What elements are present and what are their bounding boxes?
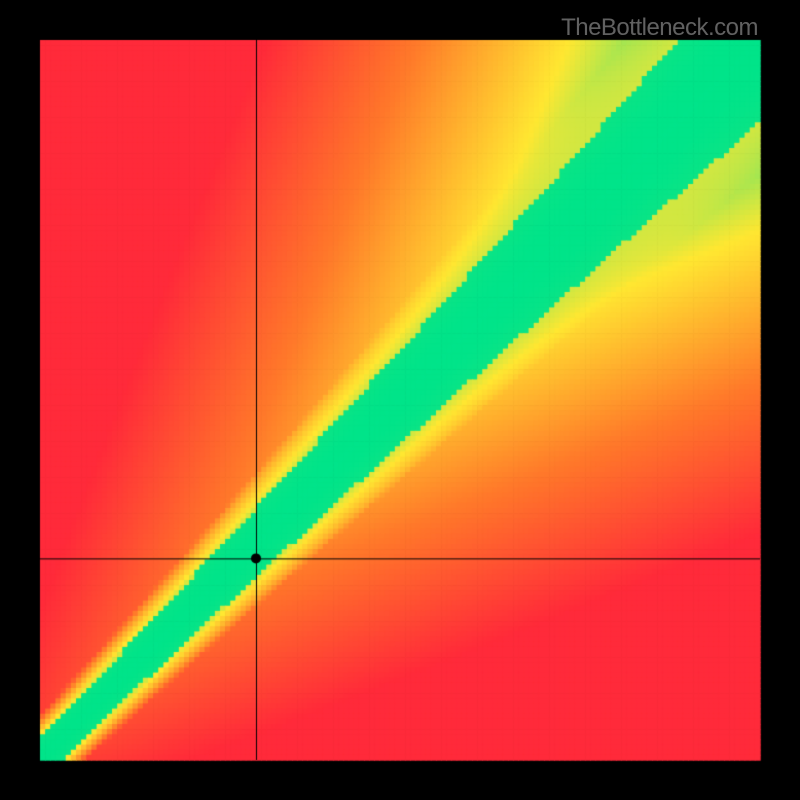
chart-container: TheBottleneck.com bbox=[0, 0, 800, 800]
heatmap-canvas bbox=[0, 0, 800, 800]
watermark-text: TheBottleneck.com bbox=[561, 14, 758, 42]
